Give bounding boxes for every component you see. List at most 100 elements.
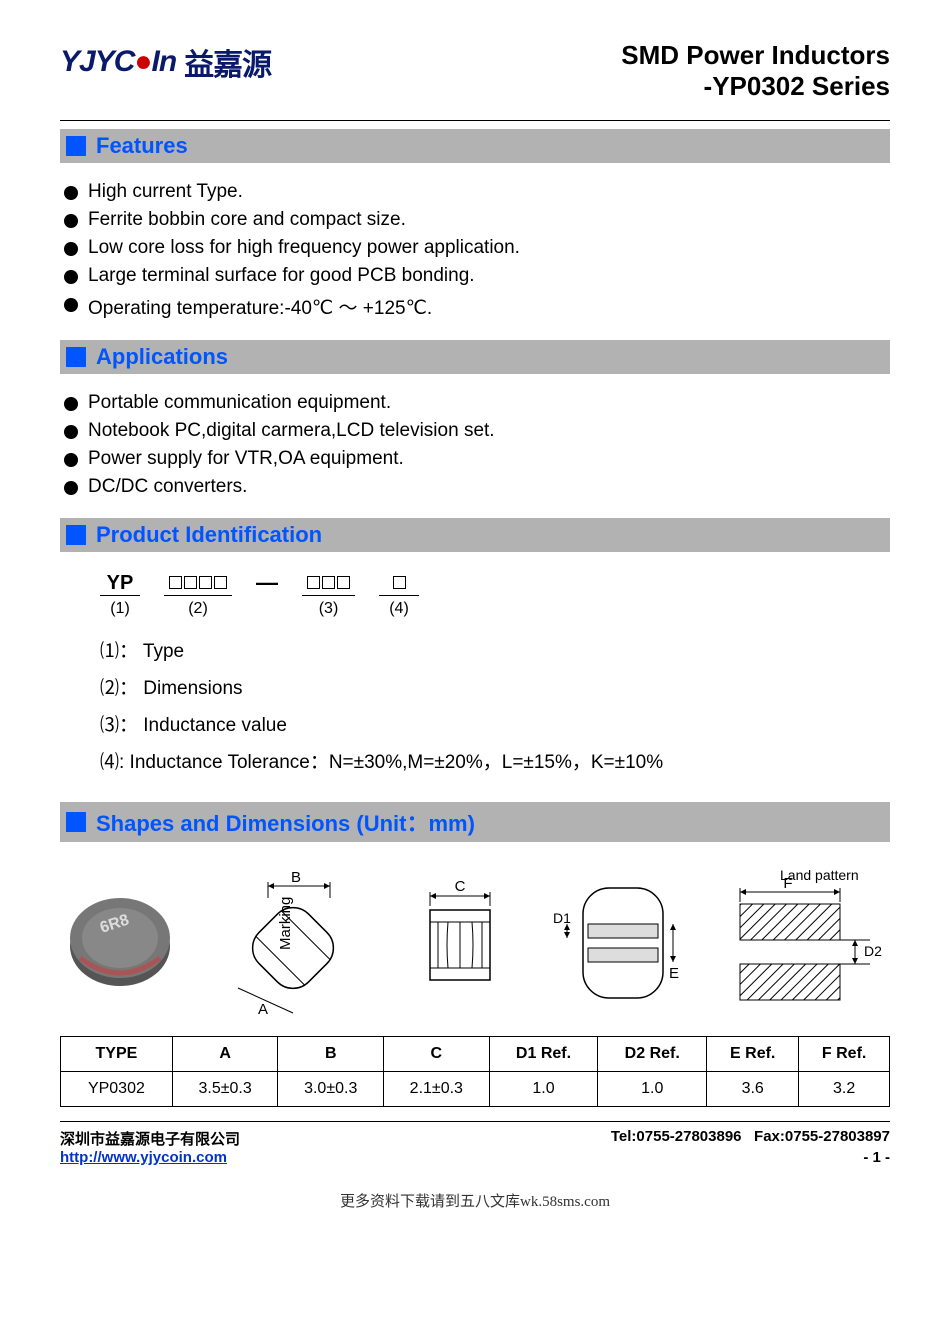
section-marker-icon — [66, 347, 86, 367]
watermark-text: 更多资料下载请到五八文库wk.58sms.com — [0, 1190, 950, 1211]
list-item: Low core loss for high frequency power a… — [62, 237, 888, 259]
code-index: (2) — [164, 600, 232, 618]
list-item: High current Type. — [62, 181, 888, 203]
list-item: Portable communication equipment. — [62, 392, 888, 414]
table-header-cell: D2 Ref. — [598, 1037, 707, 1072]
code-top — [379, 573, 419, 596]
table-cell: 3.0±0.3 — [278, 1072, 384, 1107]
features-list: High current Type. Ferrite bobbin core an… — [60, 163, 890, 332]
dim-label-e: E — [669, 965, 679, 982]
bullet-icon — [64, 186, 78, 200]
legend-item: ⑶： Inductance value — [100, 710, 890, 737]
placeholder-box-icon — [214, 576, 227, 589]
table-header-cell: A — [172, 1037, 278, 1072]
company-logo: YJYC●In 益嘉源 — [60, 40, 271, 84]
applications-list: Portable communication equipment. Noteboo… — [60, 374, 890, 510]
logo-text-cn: 益嘉源 — [184, 40, 271, 84]
bullet-icon — [64, 214, 78, 228]
footer-url-link[interactable]: http://www.yjycoin.com — [60, 1149, 227, 1166]
header-divider — [60, 120, 890, 121]
list-item: Ferrite bobbin core and compact size. — [62, 209, 888, 231]
title-line-1: SMD Power Inductors — [621, 40, 890, 71]
table-cell: 3.2 — [799, 1072, 890, 1107]
section-title: Applications — [96, 344, 228, 370]
code-top: YP — [100, 572, 140, 596]
bullet-icon — [64, 270, 78, 284]
list-item: Large terminal surface for good PCB bond… — [62, 265, 888, 287]
section-marker-icon — [66, 136, 86, 156]
table-header-cell: B — [278, 1037, 384, 1072]
table-header-cell: C — [384, 1037, 490, 1072]
logo-text-tail: In — [152, 45, 177, 79]
diagram-side-view: C — [405, 878, 515, 1008]
bullet-text: High current Type. — [88, 181, 243, 203]
section-header-applications: Applications — [60, 340, 890, 374]
dim-label-a: A — [258, 1001, 268, 1018]
bullet-icon — [64, 453, 78, 467]
table-header-cell: D1 Ref. — [489, 1037, 598, 1072]
bullet-text: Low core loss for high frequency power a… — [88, 237, 520, 259]
placeholder-box-icon — [199, 576, 212, 589]
section-header-shapes: Shapes and Dimensions (Unit：mm) — [60, 802, 890, 842]
bullet-icon — [64, 242, 78, 256]
code-index: (1) — [100, 600, 140, 618]
diagram-land-pattern-1: D1 E — [553, 868, 683, 1018]
dim-label-d1: D1 — [553, 910, 571, 926]
table-cell: 2.1±0.3 — [384, 1072, 490, 1107]
table-header-cell: TYPE — [61, 1037, 173, 1072]
code-index: (4) — [379, 600, 419, 618]
dim-label-c: C — [455, 878, 466, 895]
section-marker-icon — [66, 525, 86, 545]
product-ident-block: YP(1)(2)—(3)(4) ⑴： Type⑵： Dimensions⑶： I… — [60, 552, 890, 794]
table-row: YP03023.5±0.33.0±0.32.1±0.31.01.03.63.2 — [61, 1072, 890, 1107]
table-cell: 1.0 — [598, 1072, 707, 1107]
placeholder-box-icon — [393, 576, 406, 589]
code-separator: — — [256, 570, 278, 596]
dim-label-b: B — [290, 869, 300, 886]
section-header-features: Features — [60, 129, 890, 163]
diagram-top-view: Marking B A — [218, 868, 368, 1018]
section-header-product-ident: Product Identification — [60, 518, 890, 552]
bullet-text: Large terminal surface for good PCB bond… — [88, 265, 475, 287]
list-item: Notebook PC,digital carmera,LCD televisi… — [62, 420, 888, 442]
section-title: Features — [96, 133, 188, 159]
bullet-text: DC/DC converters. — [88, 476, 247, 498]
bullet-text: Ferrite bobbin core and compact size. — [88, 209, 406, 231]
footer-page-number: - 1 - — [863, 1149, 890, 1166]
table-cell: YP0302 — [61, 1072, 173, 1107]
dim-label-d2: D2 — [864, 943, 882, 959]
product-photo: 6R8 — [60, 888, 180, 998]
placeholder-box-icon — [307, 576, 320, 589]
marking-label: Marking — [277, 897, 294, 950]
code-index: (3) — [302, 600, 355, 618]
title-line-2: -YP0302 Series — [621, 71, 890, 102]
code-segment: (2) — [164, 573, 232, 618]
legend-item: ⑵： Dimensions — [100, 673, 890, 700]
list-item: Power supply for VTR,OA equipment. — [62, 448, 888, 470]
placeholder-box-icon — [322, 576, 335, 589]
table-header-row: TYPEABCD1 Ref.D2 Ref.E Ref.F Ref. — [61, 1037, 890, 1072]
table-cell: 3.6 — [707, 1072, 799, 1107]
table-header-cell: E Ref. — [707, 1037, 799, 1072]
section-title: Product Identification — [96, 522, 322, 548]
document-title: SMD Power Inductors -YP0302 Series — [621, 40, 890, 102]
bullet-icon — [64, 298, 78, 312]
product-ident-legend: ⑴： Type⑵： Dimensions⑶： Inductance value⑷… — [100, 636, 890, 774]
code-top — [164, 573, 232, 596]
code-segment: (3) — [302, 573, 355, 618]
placeholder-box-icon — [337, 576, 350, 589]
code-segment: YP (1) — [100, 572, 140, 618]
diagram-land-pattern-2: Land pattern F D2 — [720, 868, 890, 1018]
bullet-text: Notebook PC,digital carmera,LCD televisi… — [88, 420, 495, 442]
dim-label-f: F — [783, 875, 792, 892]
list-item: DC/DC converters. — [62, 476, 888, 498]
placeholder-box-icon — [169, 576, 182, 589]
section-marker-icon — [66, 812, 86, 832]
footer-tel: Tel:0755-27803896 — [611, 1128, 742, 1145]
list-item: Operating temperature:-40℃ ～ +125℃. — [62, 293, 888, 320]
code-top — [302, 573, 355, 596]
bullet-icon — [64, 425, 78, 439]
dimensions-table: TYPEABCD1 Ref.D2 Ref.E Ref.F Ref. YP0302… — [60, 1036, 890, 1107]
footer-company: 深圳市益嘉源电子有限公司 — [60, 1128, 240, 1149]
product-code-format: YP (1) (2) — (3) (4) — [100, 570, 890, 618]
